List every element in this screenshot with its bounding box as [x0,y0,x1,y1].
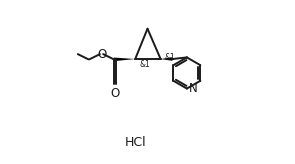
Text: &1: &1 [140,60,150,69]
Text: O: O [97,48,106,61]
Text: O: O [110,87,120,100]
Polygon shape [114,58,135,61]
Text: N: N [189,82,198,95]
Text: HCl: HCl [125,136,147,149]
Text: &1: &1 [164,53,175,62]
Polygon shape [160,57,173,61]
